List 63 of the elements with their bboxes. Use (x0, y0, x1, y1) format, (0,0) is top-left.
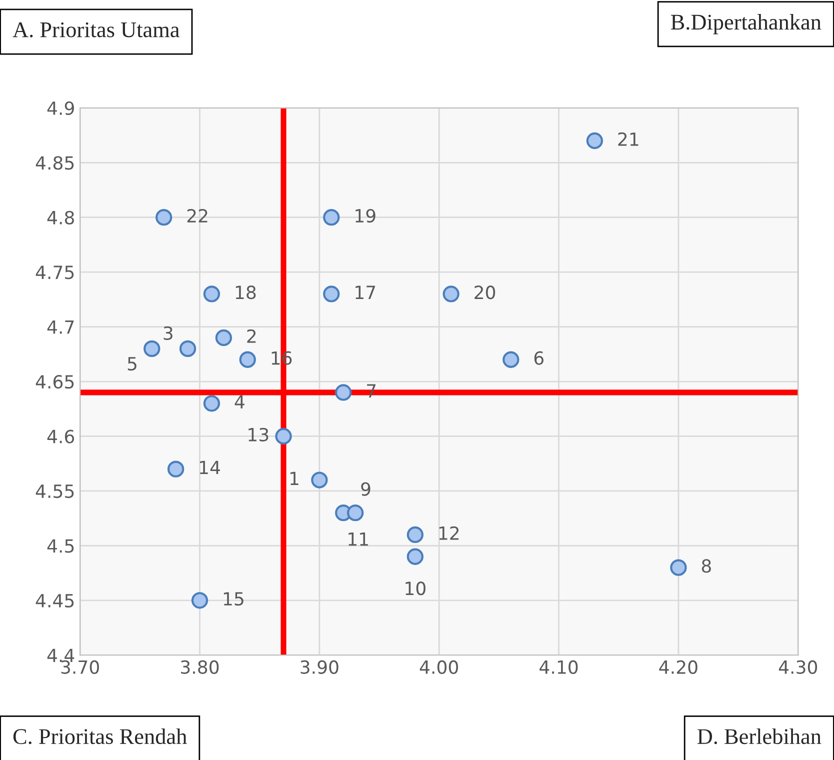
y-tick-label: 4.5 (47, 539, 74, 553)
point (179, 340, 196, 358)
point (670, 559, 687, 576)
annotation: 1 (290, 472, 298, 485)
annotation: 2 (247, 329, 256, 343)
y-tick-label: 4.75 (36, 266, 74, 280)
point (239, 351, 256, 368)
text: A. Prioritas Utama (12, 22, 180, 38)
x-tick-label: 4.10 (540, 660, 578, 674)
x-tick-label: 3.90 (300, 660, 338, 674)
annotation: 22 (187, 208, 208, 222)
x-tick-label: 3.80 (181, 660, 219, 674)
point (406, 526, 424, 544)
annotation: 4 (234, 395, 244, 408)
annotation: 14 (200, 460, 220, 474)
y-tick-label: 4.55 (36, 484, 74, 498)
point (167, 460, 184, 478)
point (502, 351, 520, 368)
point (191, 592, 208, 609)
point (335, 384, 352, 401)
point (203, 286, 220, 302)
point (311, 472, 328, 488)
point (275, 428, 292, 445)
y-tick-label: 4.7 (47, 320, 74, 334)
annotation: 18 (236, 286, 256, 300)
point (203, 395, 220, 412)
x-tick-label: 4.30 (778, 660, 818, 674)
text: D. Berlebihan (697, 728, 822, 744)
annotation: 5 (128, 357, 136, 371)
annotation: 12 (439, 526, 459, 540)
y-tick-label: 4.9 (47, 101, 74, 116)
annotation: 6 (534, 351, 544, 365)
y-tick-label: 4.85 (36, 156, 74, 170)
x-tick-label: 4.00 (420, 660, 458, 674)
annotation: 3 (164, 326, 172, 340)
annotation: 19 (356, 208, 376, 223)
annotation: 15 (224, 592, 244, 606)
point (323, 286, 340, 302)
point (406, 548, 424, 565)
y-tick-label: 4.8 (47, 210, 74, 224)
text: C. Prioritas Rendah (13, 728, 187, 744)
annotation: 10 (406, 582, 426, 596)
annotation: 20 (474, 286, 496, 300)
point (586, 132, 604, 150)
annotation: 11 (348, 532, 368, 546)
point (215, 329, 232, 346)
point (442, 286, 460, 302)
annotation: 9 (361, 482, 370, 496)
point (144, 340, 160, 358)
y-tick-label: 4.65 (36, 374, 74, 389)
x-tick-label: 4.20 (659, 660, 698, 674)
point (347, 504, 364, 522)
annotation: 21 (618, 132, 638, 146)
annotation: 13 (248, 428, 268, 442)
text: B.Dipertahankan (670, 14, 822, 34)
annotation: 17 (356, 286, 376, 299)
y-tick-label: 4.6 (47, 430, 74, 444)
y-tick-label: 4.45 (36, 594, 74, 608)
annotation: 8 (702, 559, 711, 573)
y-tick-label: 4.4 (47, 648, 74, 662)
point (323, 209, 340, 226)
x-tick-label: 3.70 (61, 660, 99, 674)
point (156, 209, 172, 226)
